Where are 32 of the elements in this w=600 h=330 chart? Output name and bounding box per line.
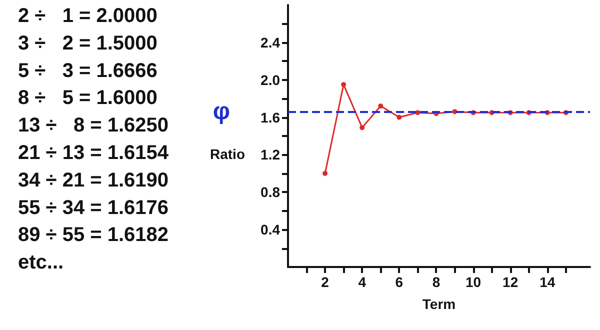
y-tick-label: 1.6 [260, 109, 280, 126]
x-tick-label: 14 [540, 274, 556, 290]
text: etc... [18, 252, 64, 274]
y-axis-title: Ratio [210, 146, 245, 162]
text: 55 ÷ 34 = 1.6176 [18, 196, 169, 219]
y-tick-label: 1.2 [260, 146, 280, 163]
x-tick-label: 2 [321, 274, 330, 290]
text: 13 ÷ 8 = 1.6250 [18, 114, 169, 137]
ref-line-label: φ [212, 98, 230, 126]
point [415, 110, 420, 116]
x-tick-label: 6 [395, 274, 404, 290]
text: 34 ÷ 21 = 1.6190 [18, 169, 169, 192]
point [322, 170, 328, 176]
point [378, 104, 384, 109]
point [396, 114, 402, 120]
x-tick-label: 12 [502, 274, 518, 290]
y-tick-label: 2.0 [260, 72, 280, 88]
text: 89 ÷ 55 = 1.6182 [18, 224, 169, 246]
x-tick-label: 4 [358, 274, 366, 290]
text: 8 ÷ 5 = 1.6000 [18, 87, 158, 110]
point [341, 82, 346, 88]
text: 5 ÷ 3 = 1.6666 [18, 60, 158, 82]
y-tick-label: 0.8 [260, 184, 280, 200]
text: 3 ÷ 2 = 1.5000 [18, 32, 158, 54]
y-tick-label: 2.4 [260, 34, 280, 50]
point [360, 125, 365, 130]
x-axis-title: Term [422, 296, 456, 312]
text: 21 ÷ 13 = 1.6154 [18, 142, 170, 164]
y-tick-label: 0.4 [260, 222, 280, 238]
x-tick-label: 8 [432, 274, 440, 290]
text: 2 ÷ 1 = 2.0000 [18, 5, 158, 27]
x-tick-label: 10 [465, 274, 482, 290]
